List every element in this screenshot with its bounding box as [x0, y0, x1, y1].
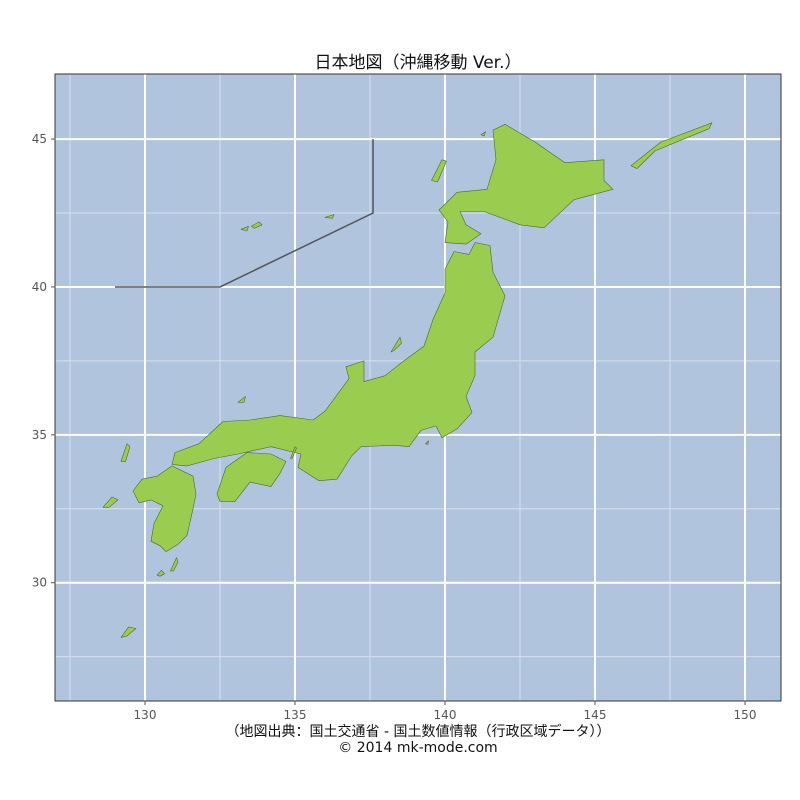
y-tick-label: 35	[32, 428, 47, 442]
credit-copyright: © 2014 mk-mode.com	[338, 740, 498, 756]
island-yakushima	[156, 569, 165, 577]
y-tick-label: 30	[32, 576, 47, 590]
x-tick-label: 130	[134, 708, 157, 722]
x-tick-label: 140	[434, 708, 457, 722]
y-tick-label: 40	[32, 280, 47, 294]
x-tick-label: 145	[584, 708, 607, 722]
island-okinawa-main	[431, 159, 447, 183]
y-axis-ticks: 30 35 40 45	[32, 132, 55, 590]
island-rishiri	[480, 131, 486, 137]
island-tanegashima	[170, 557, 179, 572]
graticule	[55, 74, 781, 701]
island-kunashiri-etorofu	[630, 122, 713, 169]
island-sado	[390, 336, 402, 353]
plot-frame	[54, 73, 782, 702]
island-oki	[237, 396, 246, 403]
island-ishigaki	[251, 221, 263, 229]
y-tick-label: 45	[32, 132, 47, 146]
island-honshu	[171, 242, 506, 482]
credit-source: （地図出典：国土交通省 - 国土数値情報（行政区域データ））	[225, 724, 611, 740]
x-axis-ticks: 130 135 140 145 150	[134, 701, 757, 722]
island-miyako	[324, 214, 335, 219]
japan-landmass	[102, 122, 713, 638]
island-kyushu	[132, 465, 197, 552]
island-hokkaido	[438, 124, 614, 245]
x-tick-label: 150	[734, 708, 757, 722]
island-amami	[120, 626, 137, 638]
x-tick-label: 135	[284, 708, 307, 722]
island-iriomote	[240, 226, 249, 232]
island-awaji	[290, 446, 297, 459]
island-tsushima	[120, 443, 131, 462]
okinawa-inset-boundary-line	[115, 139, 374, 288]
map-title: 日本地図（沖縄移動 Ver.）	[314, 53, 522, 73]
island-shikoku	[216, 452, 287, 502]
island-goto	[102, 496, 119, 508]
island-izu-oshima	[425, 440, 429, 445]
